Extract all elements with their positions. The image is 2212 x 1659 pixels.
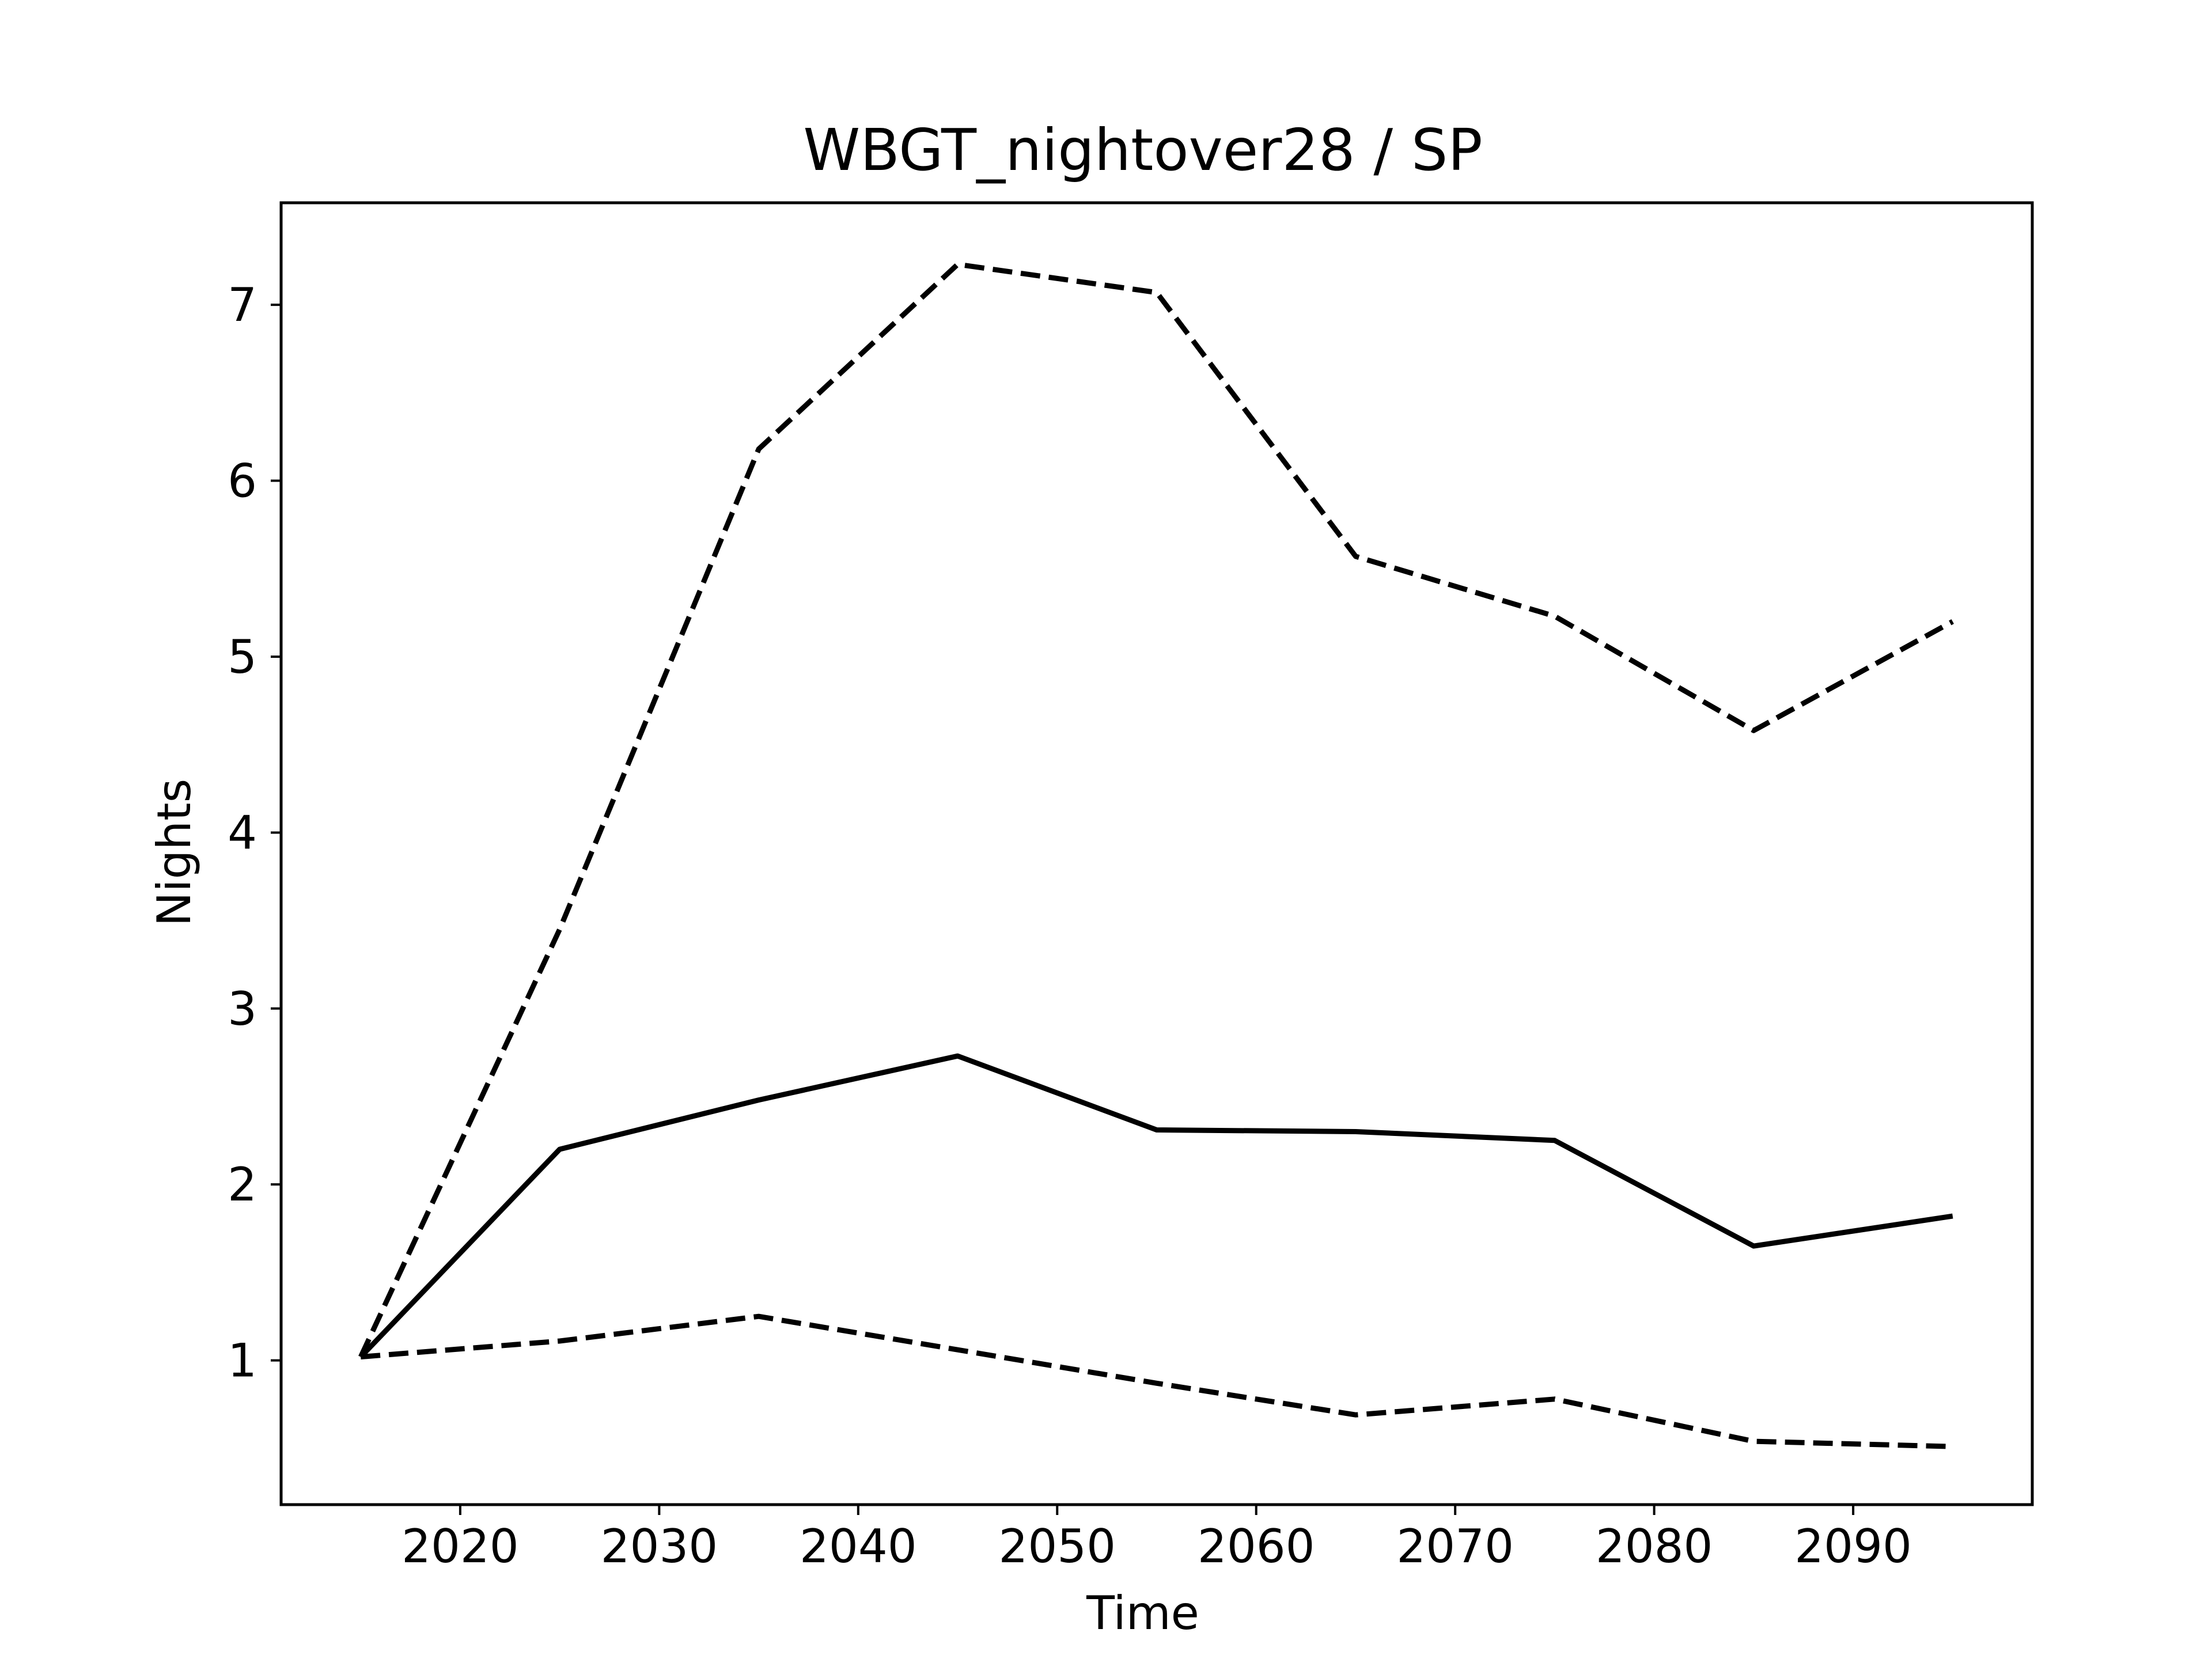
plot-area — [279, 201, 2034, 1506]
y-axis: 1 2 3 4 5 6 7 — [228, 278, 281, 1388]
x-tick-label: 2050 — [998, 1520, 1116, 1573]
y-axis-label: Nights — [147, 779, 201, 927]
y-tick-label: 5 — [228, 630, 257, 684]
x-axis-label: Time — [1086, 1586, 1199, 1640]
series-lower-dashed-line — [360, 1313, 1953, 1449]
y-tick-label: 7 — [228, 278, 257, 332]
x-tick-label: 2040 — [800, 1520, 917, 1573]
x-tick-label: 2020 — [402, 1520, 519, 1573]
x-tick-label: 2090 — [1794, 1520, 1912, 1573]
series-median-solid-line — [358, 1053, 1953, 1359]
x-axis: 2020 2030 2040 2050 2060 2070 2080 2090 — [402, 1505, 1912, 1573]
series-upper-dashed-line — [358, 262, 1954, 1358]
y-tick-label: 4 — [228, 806, 257, 859]
x-tick-label: 2060 — [1198, 1520, 1315, 1573]
x-tick-label: 2030 — [601, 1520, 718, 1573]
series-layer — [358, 262, 1954, 1449]
chart-title: WBGT_nightover28 / SP — [803, 116, 1482, 184]
x-tick-label: 2070 — [1396, 1520, 1514, 1573]
y-tick-label: 3 — [228, 982, 257, 1036]
y-tick-label: 1 — [228, 1334, 257, 1388]
x-tick-label: 2080 — [1596, 1520, 1713, 1573]
y-tick-label: 6 — [228, 454, 257, 508]
plot-frame — [279, 201, 2034, 1506]
y-tick-label: 2 — [228, 1158, 257, 1211]
